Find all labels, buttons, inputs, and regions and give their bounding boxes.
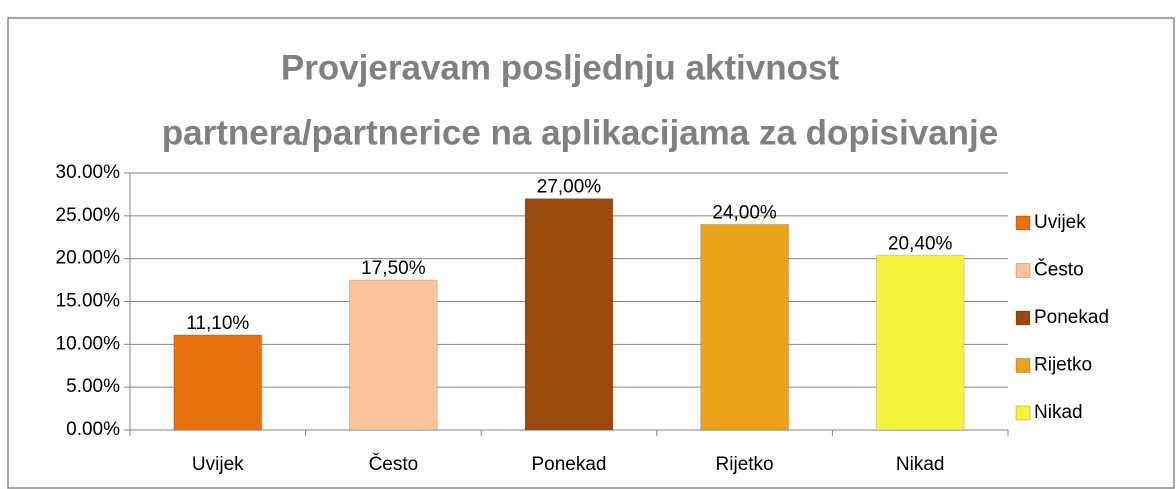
data-label: 17,50% [361,258,426,279]
x-tick-label: Često [369,453,419,475]
legend-swatch [1015,215,1031,231]
y-tick-label: 25.00% [56,205,121,226]
data-label: 20,40% [888,233,953,254]
y-tick-label: 30.00% [56,162,121,183]
y-tick-label: 10.00% [56,333,121,354]
chart-title: Provjeravam posljednju aktivnost [281,48,840,87]
bar [349,279,438,431]
bar [875,254,965,431]
legend-label: Ponekad [1034,307,1109,328]
legend-swatch [1015,310,1031,326]
legend-label: Nikad [1034,402,1083,423]
data-label: 24,00% [712,202,777,223]
legend-label: Često [1034,259,1084,281]
x-tick-label: Uvijek [192,454,244,475]
bar [700,223,790,431]
legend-swatch [1015,358,1031,373]
bar [524,198,614,431]
legend-label: Uvijek [1034,212,1086,233]
y-tick-label: 0.00% [66,419,120,440]
x-tick-label: Rijetko [716,454,774,475]
bar [173,334,263,431]
data-label: 11,10% [186,313,249,334]
data-label: 27,00% [537,177,602,198]
chart-title: partnera/partnerice na aplikacijama za d… [162,113,998,152]
legend-label: Rijetko [1034,355,1092,376]
x-tick-label: Nikad [896,454,945,475]
legend-swatch [1015,263,1031,278]
x-tick-label: Ponekad [531,454,606,475]
legend-swatch [1015,405,1031,421]
y-tick-label: 15.00% [56,291,121,312]
y-tick-label: 20.00% [56,248,121,269]
y-tick-label: 5.00% [66,376,120,397]
